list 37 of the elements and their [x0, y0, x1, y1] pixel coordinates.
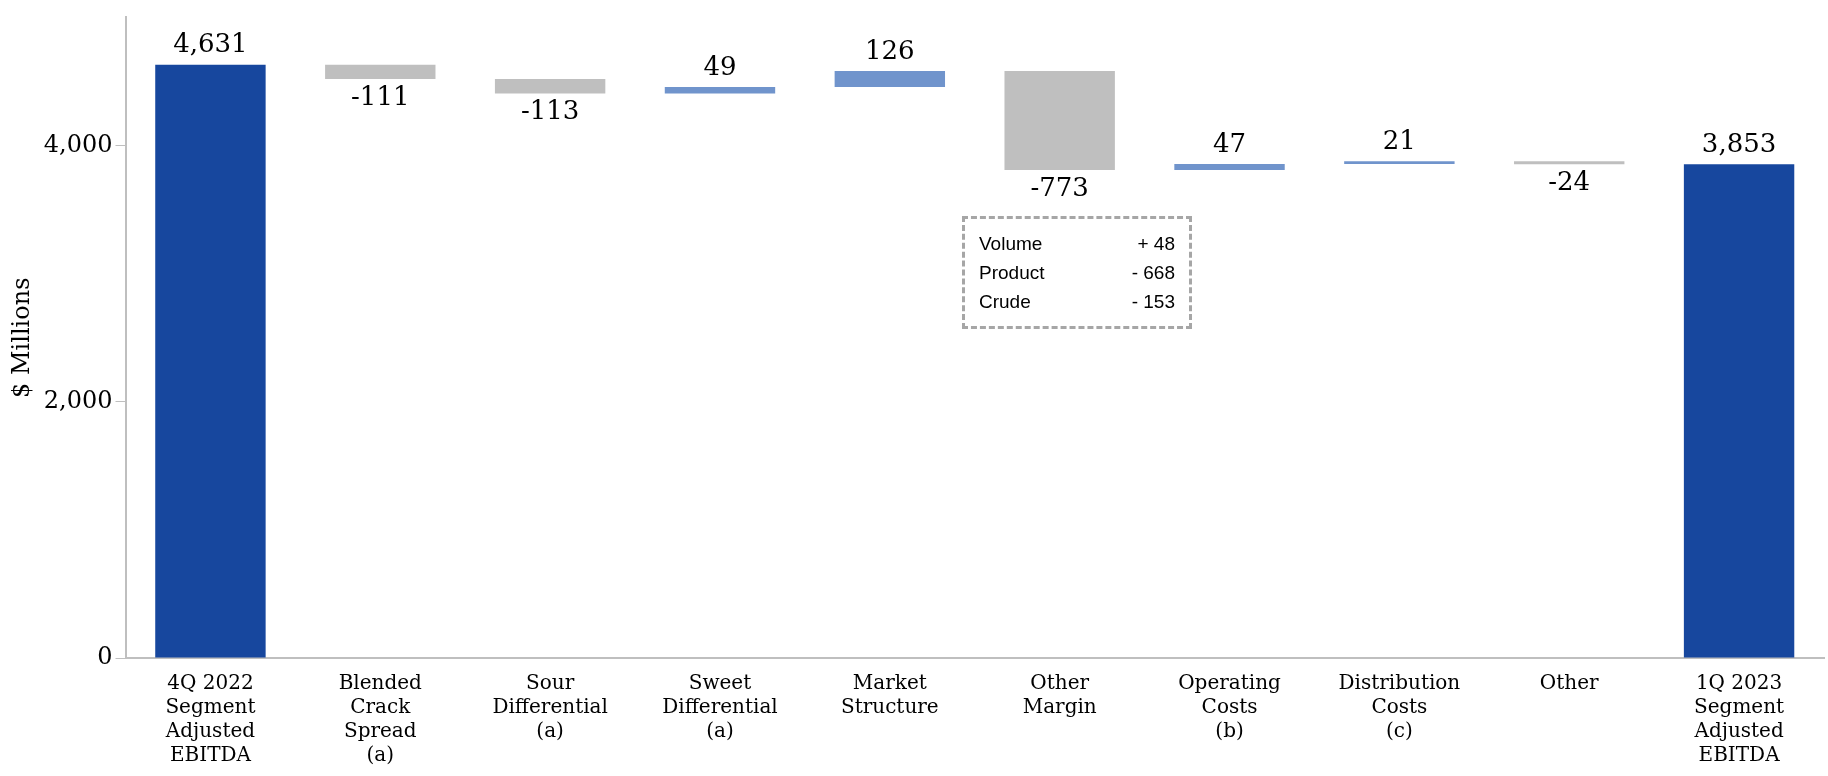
x-tick-label: Distribution Costs (c) — [1338, 670, 1461, 743]
y-tick-label: 0 — [97, 642, 113, 671]
bar — [1344, 161, 1455, 164]
x-tick-label: Blended Crack Spread (a) — [338, 670, 423, 767]
data-label: 47 — [1212, 127, 1247, 158]
data-label: 4,631 — [173, 28, 248, 59]
data-label: -111 — [351, 80, 410, 111]
bar — [1174, 163, 1285, 170]
y-tick-label: 2,000 — [43, 385, 113, 414]
data-label: 49 — [703, 50, 737, 81]
text: Crude - 153 — [979, 291, 1175, 312]
x-tick-label: Sweet Differential (a) — [662, 670, 778, 743]
x-tick-label: Market Structure — [840, 670, 939, 719]
x-tick-label: 4Q 2022 Segment Adjusted EBITDA — [164, 670, 256, 767]
bar — [494, 78, 606, 94]
y-axis-title: $ Millions — [6, 277, 35, 398]
data-label: 126 — [865, 34, 915, 65]
bar — [155, 64, 266, 658]
text: Volume + 48 — [979, 233, 1175, 254]
x-tick-label: Operating Costs (b) — [1178, 670, 1282, 743]
text: Product - 668 — [979, 262, 1175, 283]
bar — [1514, 161, 1625, 165]
x-tick-label: Sour Differential (a) — [492, 670, 608, 743]
bar — [664, 87, 776, 94]
x-tick-label: Other Margin — [1022, 670, 1097, 719]
y-tick-label: 4,000 — [43, 129, 113, 158]
data-label: 21 — [1382, 125, 1416, 156]
bar — [325, 64, 436, 79]
x-tick-label: 1Q 2023 Segment Adjusted EBITDA — [1693, 670, 1785, 767]
data-label: 3,853 — [1701, 128, 1777, 159]
data-label: -773 — [1030, 171, 1089, 202]
x-tick-label: Other — [1539, 670, 1600, 695]
bar — [1683, 164, 1795, 658]
data-label: -24 — [1548, 166, 1591, 197]
bar — [1004, 70, 1115, 170]
data-label: -113 — [520, 95, 580, 126]
bar — [834, 70, 946, 88]
